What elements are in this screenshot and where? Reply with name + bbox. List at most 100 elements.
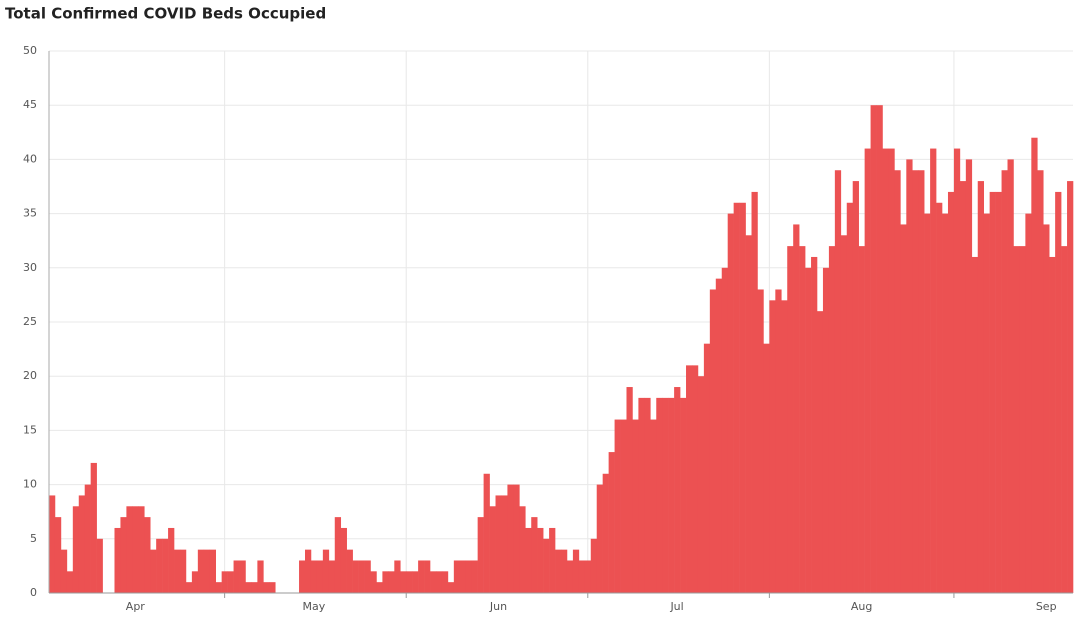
bar <box>453 560 461 593</box>
bar <box>471 560 478 593</box>
bar <box>561 549 568 593</box>
bar <box>638 397 645 593</box>
bar <box>590 538 598 593</box>
bar <box>340 527 347 593</box>
bar <box>185 582 193 593</box>
bar <box>162 538 169 593</box>
bar <box>959 181 967 593</box>
bar <box>447 582 455 593</box>
bar <box>227 571 234 593</box>
bar <box>1043 224 1050 593</box>
bar <box>168 527 175 593</box>
y-tick-label: 10 <box>23 478 37 491</box>
bar <box>870 105 877 593</box>
bar <box>787 246 794 593</box>
bar <box>543 538 550 593</box>
bar <box>382 571 389 593</box>
bar <box>66 571 74 593</box>
bar <box>924 213 931 593</box>
x-tick-label: Sep <box>1036 600 1057 613</box>
bar <box>995 191 1002 594</box>
bar <box>1025 213 1032 593</box>
bar <box>846 202 854 593</box>
bar <box>817 311 824 593</box>
bar <box>179 549 187 593</box>
bar <box>346 549 353 593</box>
chart-title: Total Confirmed COVID Beds Occupied <box>5 5 326 23</box>
bar <box>322 549 330 593</box>
bar <box>900 224 907 593</box>
bar <box>477 517 484 593</box>
bar <box>364 560 371 593</box>
bar <box>191 571 199 593</box>
bar <box>781 300 788 593</box>
bar <box>441 571 449 593</box>
bar <box>513 484 520 593</box>
bar <box>977 181 984 593</box>
bar <box>953 148 961 593</box>
bar <box>882 148 889 593</box>
bar <box>269 582 276 593</box>
bar <box>983 213 990 593</box>
y-tick-label: 30 <box>23 261 37 274</box>
bar <box>412 571 419 593</box>
bar <box>197 549 205 593</box>
bar <box>316 560 324 593</box>
bar <box>888 148 895 593</box>
bar <box>1049 256 1056 593</box>
bar <box>114 527 121 593</box>
bar <box>876 105 883 593</box>
bar <box>656 397 663 593</box>
bar <box>209 549 216 593</box>
bar <box>352 560 359 593</box>
bar <box>930 148 937 593</box>
x-tick-label: Apr <box>126 600 146 613</box>
y-tick-label: 25 <box>23 315 37 328</box>
bar <box>739 202 746 593</box>
bar <box>459 560 467 593</box>
bar <box>406 571 413 593</box>
bar <box>435 571 443 593</box>
bar <box>221 571 228 593</box>
bar <box>709 289 717 593</box>
bar <box>507 484 514 593</box>
bar <box>936 202 943 593</box>
bar <box>174 549 181 593</box>
bar <box>1019 246 1026 593</box>
bar <box>626 387 633 593</box>
y-tick-label: 20 <box>23 369 37 382</box>
bar <box>608 452 615 593</box>
bar <box>763 343 770 593</box>
bar <box>757 289 764 593</box>
bar <box>662 397 669 593</box>
bar <box>620 419 627 593</box>
bar <box>483 473 490 593</box>
bar <box>572 549 580 593</box>
bar <box>1061 246 1068 593</box>
bar <box>299 560 306 593</box>
y-tick-label: 50 <box>23 44 37 57</box>
bar <box>203 549 211 593</box>
bar <box>1013 246 1020 593</box>
bar <box>305 549 312 593</box>
bar <box>328 560 336 593</box>
bar <box>263 582 270 593</box>
bar <box>251 582 258 593</box>
bar <box>370 571 377 593</box>
bar <box>965 159 973 593</box>
bar <box>96 538 103 593</box>
bar <box>376 582 383 593</box>
bar <box>233 560 240 593</box>
bar <box>1055 191 1062 594</box>
bar <box>894 170 901 594</box>
bar <box>852 181 859 593</box>
bar <box>489 506 496 593</box>
bar <box>703 343 711 593</box>
bar <box>388 571 395 593</box>
bar <box>239 560 246 593</box>
bar <box>549 527 556 593</box>
bar <box>334 517 342 593</box>
bar <box>537 527 544 593</box>
x-tick-label: May <box>303 600 326 613</box>
bar <box>78 495 86 593</box>
